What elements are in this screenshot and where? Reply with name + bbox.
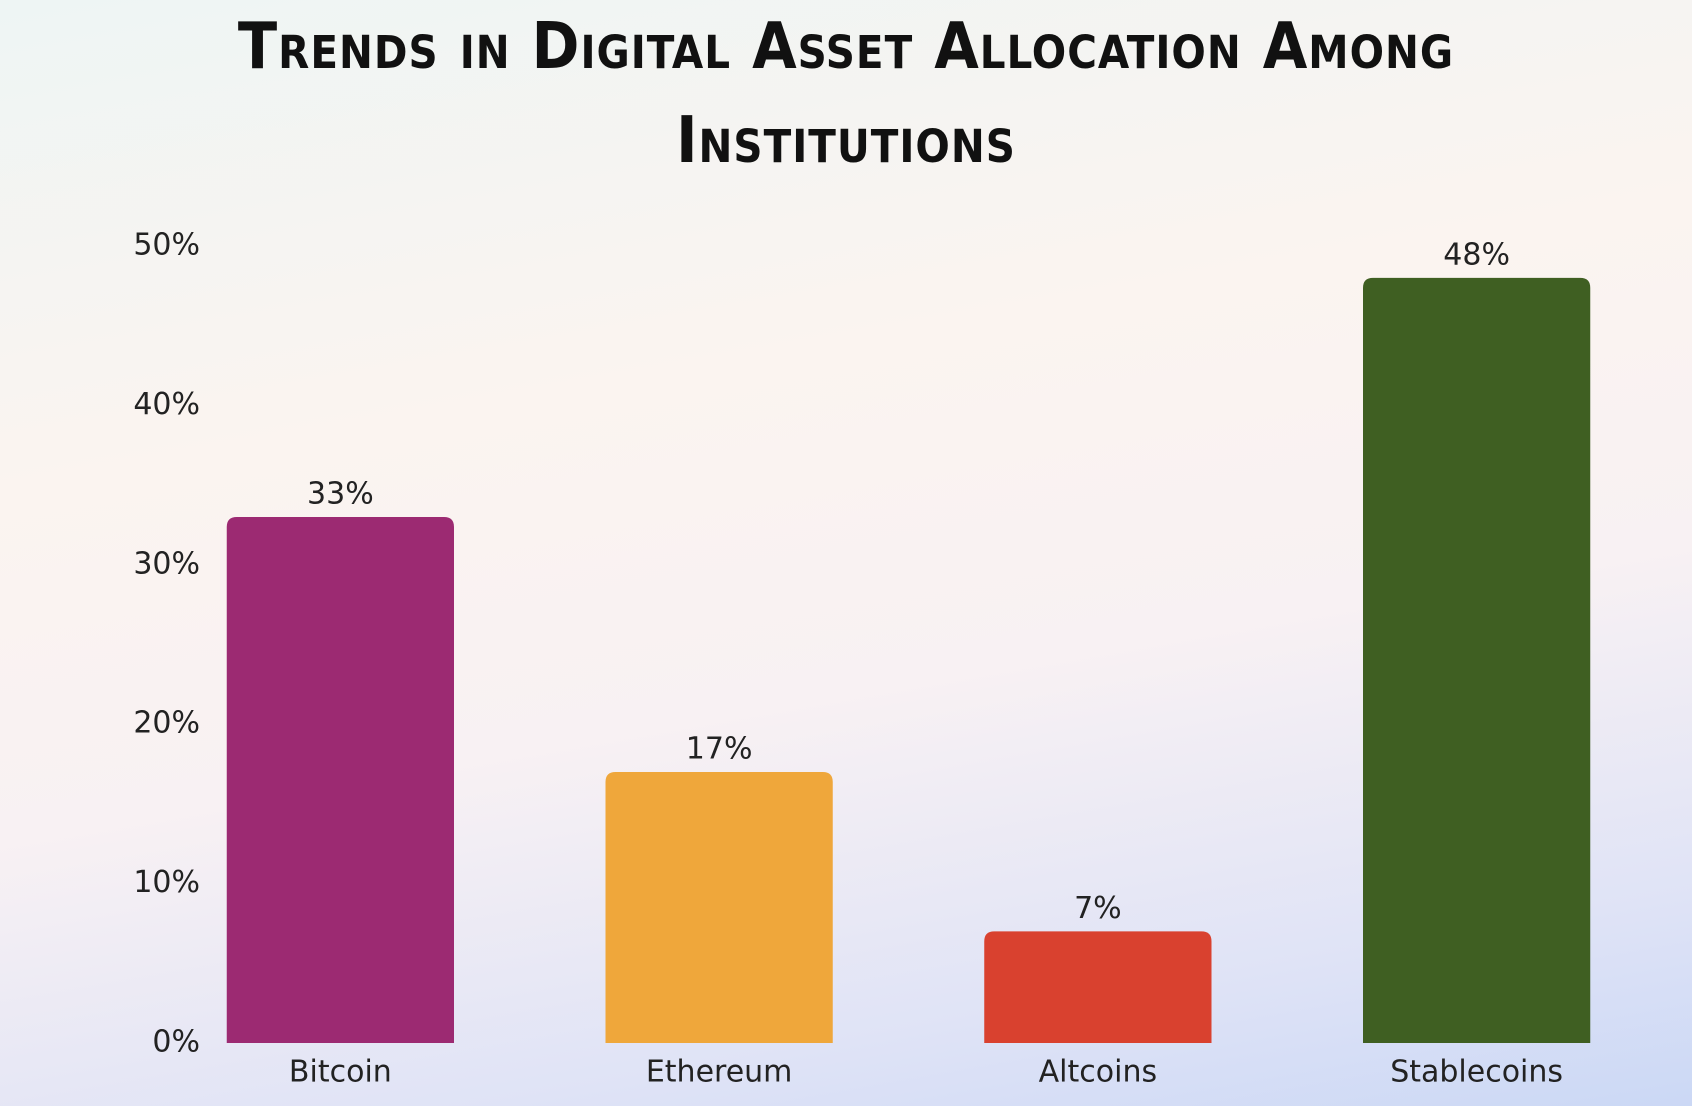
- y-tick-label: 30%: [133, 546, 200, 581]
- value-label: 7%: [1074, 891, 1122, 926]
- x-tick-label: Bitcoin: [289, 1055, 392, 1090]
- y-tick-label: 40%: [133, 387, 200, 422]
- y-tick-label: 10%: [133, 865, 200, 900]
- value-label: 17%: [686, 732, 753, 767]
- bar: [605, 772, 833, 1043]
- bar: [226, 516, 454, 1043]
- value-label: 33%: [307, 476, 374, 511]
- value-label: 48%: [1443, 237, 1510, 272]
- x-tick-label: Altcoins: [1039, 1055, 1157, 1090]
- bar: [1363, 277, 1591, 1043]
- x-tick-label: Stablecoins: [1390, 1055, 1563, 1090]
- y-tick-label: 0%: [152, 1025, 200, 1060]
- chart-title: Trends in Digital Asset Allocation Among…: [237, 10, 1455, 178]
- bar: [984, 931, 1212, 1043]
- x-tick-label: Ethereum: [646, 1055, 793, 1090]
- y-tick-label: 50%: [133, 228, 200, 263]
- y-tick-label: 20%: [133, 706, 200, 741]
